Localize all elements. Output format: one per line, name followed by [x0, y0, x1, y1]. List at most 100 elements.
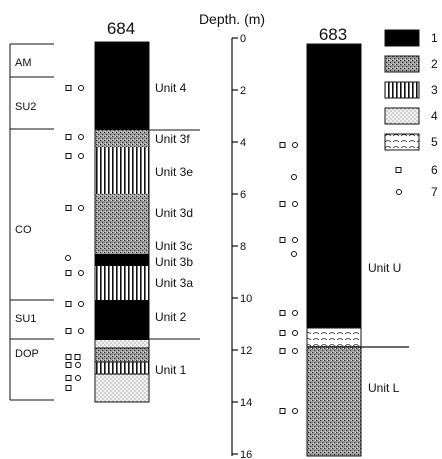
unit-label-l: Unit L [368, 381, 400, 395]
tick-label: 14 [240, 397, 252, 409]
core-683-outline [306, 43, 362, 457]
layer-unit-1b [95, 348, 149, 362]
square-symbol-icon [65, 354, 72, 360]
layer-unit-3f [95, 130, 149, 147]
zone-column: AM SU2 CO SU1 DOP [9, 43, 54, 401]
circle-symbol-icon [75, 375, 81, 381]
depth-axis-tick-labels: 0 2 4 6 8 10 12 14 16 [240, 33, 252, 459]
circle-symbol-icon [292, 310, 298, 316]
square-symbol-icon [65, 153, 72, 159]
core-683-sample-markers [279, 142, 298, 414]
legend-label: 6 [431, 163, 438, 177]
layer-unit-u-base [307, 328, 361, 346]
legend-swatch-scallops [384, 133, 420, 151]
legend-circle-symbol-icon [396, 189, 402, 195]
square-symbol-icon [279, 142, 286, 148]
layer-unit-3e [95, 147, 149, 194]
circle-symbol-icon [78, 328, 84, 334]
circle-symbol-icon [78, 85, 84, 91]
layer-unit-1a [95, 340, 149, 348]
legend-swatch-vertical-lines [384, 81, 420, 99]
layer-unit-l [307, 346, 361, 456]
circle-symbol-icon [292, 408, 298, 414]
square-symbol-icon [279, 201, 286, 207]
core-684-sample-markers [65, 85, 84, 391]
circle-symbol-icon [292, 142, 298, 148]
unit-label-3d: Unit 3d [155, 206, 193, 220]
unit-label-1: Unit 1 [155, 363, 187, 377]
layer-unit-1d [95, 374, 149, 402]
layer-unit-3d [95, 194, 149, 234]
core-683: 683 [279, 25, 409, 457]
circle-symbol-icon [292, 348, 298, 354]
core-684: 684 AM SU2 CO SU1 DOP [9, 19, 200, 403]
layer-unit-u [307, 44, 361, 328]
core-684-column [94, 41, 150, 403]
square-symbol-icon [279, 348, 286, 354]
legend: 1 2 3 4 5 6 7 [384, 29, 438, 199]
circle-symbol-icon [78, 205, 84, 211]
legend-label: 7 [431, 185, 438, 199]
square-symbol-icon [65, 328, 72, 334]
tick-label: 0 [240, 33, 246, 45]
circle-symbol-icon [78, 134, 84, 140]
circle-symbol-icon [292, 330, 298, 336]
zone-label-su1: SU1 [15, 313, 36, 325]
legend-label: 1 [431, 31, 438, 45]
unit-label-2: Unit 2 [155, 310, 187, 324]
unit-label-4: Unit 4 [155, 81, 187, 95]
core-683-column [306, 43, 362, 457]
core-683-unit-labels: Unit U Unit L [368, 261, 401, 395]
zone-label-su2: SU2 [15, 101, 36, 113]
circle-symbol-icon [78, 301, 84, 307]
unit-label-3b: Unit 3b [155, 255, 193, 269]
layer-unit-3a [95, 266, 149, 300]
legend-label: 3 [431, 83, 438, 97]
depth-axis-ticks [232, 37, 238, 455]
circle-symbol-icon [291, 251, 297, 257]
tick-label: 6 [240, 189, 246, 201]
square-symbol-icon [65, 362, 72, 368]
tick-label: 12 [240, 345, 252, 357]
tick-label: 16 [240, 449, 252, 459]
tick-label: 10 [240, 293, 252, 305]
circle-symbol-icon [65, 255, 71, 261]
legend-square-symbol-icon [395, 167, 402, 173]
depth-axis-label: Depth. (m) [199, 11, 265, 27]
square-symbol-icon [74, 354, 81, 360]
square-symbol-icon [65, 85, 72, 91]
depth-axis: Depth. (m) 0 2 4 6 8 10 12 14 16 [199, 11, 265, 459]
tick-label: 4 [240, 137, 246, 149]
layer-unit-3b [95, 254, 149, 266]
zone-label-dop: DOP [15, 348, 39, 360]
square-symbol-icon [65, 385, 72, 391]
circle-symbol-icon [78, 270, 84, 276]
square-symbol-icon [279, 237, 286, 243]
square-symbol-icon [279, 330, 286, 336]
circle-symbol-icon [75, 362, 81, 368]
unit-label-3f: Unit 3f [155, 132, 190, 146]
square-symbol-icon [65, 375, 72, 381]
core-683-title: 683 [319, 25, 347, 44]
square-symbol-icon [279, 310, 286, 316]
unit-label-3e: Unit 3e [155, 165, 193, 179]
legend-swatch-stipple [384, 55, 420, 73]
square-symbol-icon [65, 134, 72, 140]
unit-label-3a: Unit 3a [155, 276, 193, 290]
tick-label: 8 [240, 241, 246, 253]
legend-swatch-fine-dots [384, 107, 420, 125]
legend-label: 2 [431, 57, 438, 71]
tick-label: 2 [240, 85, 246, 97]
legend-swatch-solid-black [384, 29, 420, 47]
square-symbol-icon [65, 270, 72, 276]
core-684-outline [94, 41, 150, 403]
square-symbol-icon [65, 205, 72, 211]
square-symbol-icon [65, 301, 72, 307]
zone-label-co: CO [15, 224, 32, 236]
layer-unit-1c [95, 362, 149, 374]
zone-label-am: AM [15, 57, 32, 69]
core-684-unit-labels: Unit 4 Unit 3f Unit 3e Unit 3d Unit 3c U… [155, 81, 193, 377]
unit-label-3c: Unit 3c [155, 239, 192, 253]
unit-label-u: Unit U [368, 261, 401, 275]
